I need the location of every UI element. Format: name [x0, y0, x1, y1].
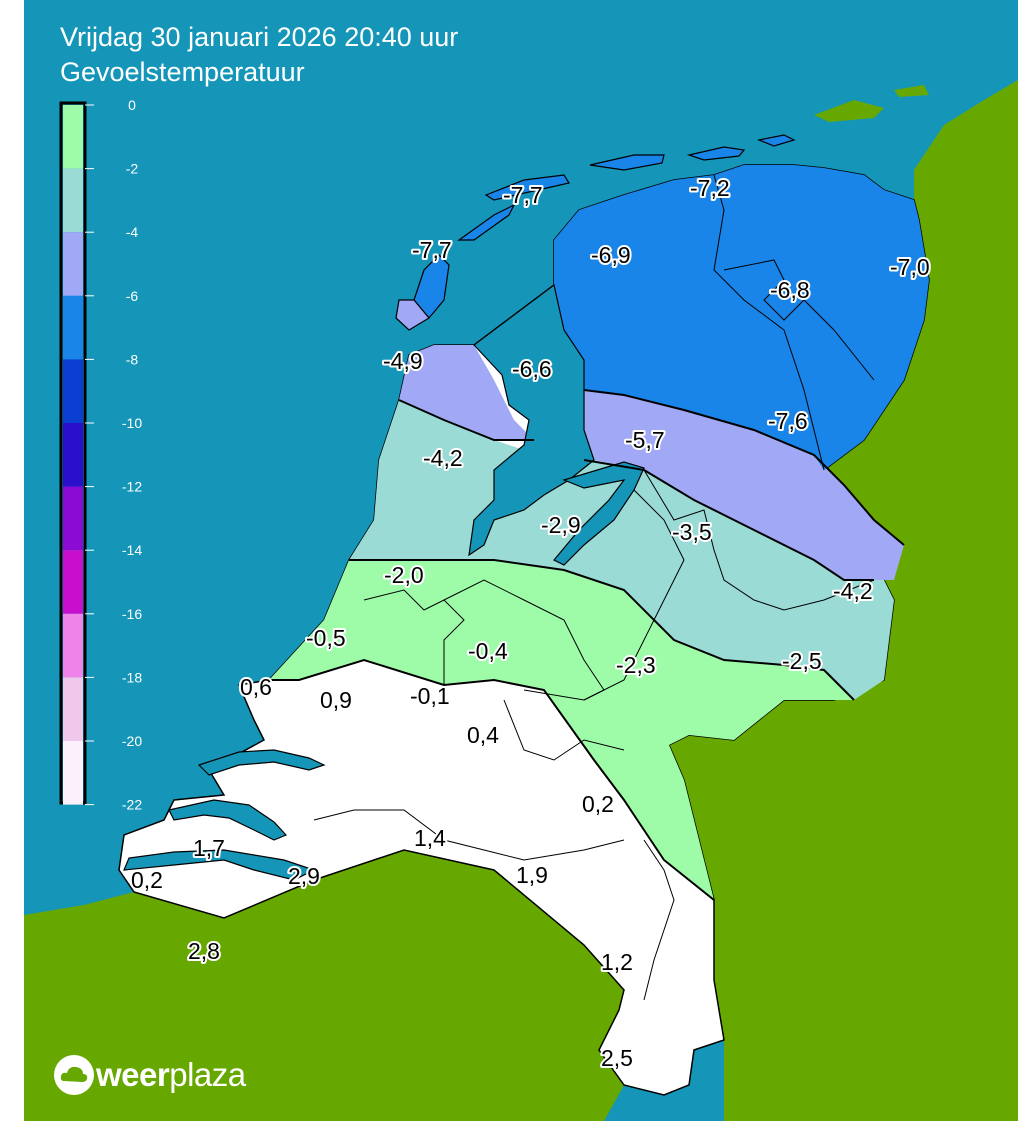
- legend-swatch: [63, 486, 83, 551]
- island-schiermonnikoog: [686, 146, 746, 161]
- ijsselmeer: [468, 283, 595, 557]
- legend-swatch: [63, 741, 83, 805]
- weerplaza-logo[interactable]: weerplaza: [52, 1054, 246, 1096]
- station-value: 2,5: [601, 1045, 633, 1071]
- station-value: -7,7: [503, 182, 543, 208]
- station-value: -6,6: [512, 356, 552, 382]
- legend-tick-label: -10: [122, 415, 142, 431]
- map-parameter: Gevoelstemperatuur: [60, 57, 305, 87]
- legend-tick-label: -12: [122, 479, 142, 495]
- station-value: -0,5: [306, 625, 346, 651]
- legend-tick-label: -14: [122, 542, 142, 558]
- map-datetime: Vrijdag 30 januari 2026 20:40 uur: [60, 22, 459, 52]
- station-value: -4,9: [383, 348, 423, 374]
- zone-minus2-to-minus4: [349, 400, 894, 700]
- zone-0-to-minus2: [269, 560, 854, 900]
- island-terschelling: [484, 174, 570, 201]
- station-values: -7,7 -7,2 -7,7 -6,9 -7,0 -6,8 -4,9 -6,6 -5,7 -7,6…: [129, 173, 932, 1073]
- legend-swatch: [63, 613, 83, 678]
- zone-minus4-to-minus6: [399, 345, 904, 580]
- legend-swatch: [63, 550, 83, 614]
- legend-tick-label: 0: [128, 97, 136, 113]
- legend-tick-label: -2: [126, 161, 139, 177]
- station-value: -4,2: [833, 578, 873, 604]
- legend-swatch: [63, 105, 83, 169]
- island-texel-south: [395, 299, 430, 331]
- station-value: -6,9: [591, 242, 631, 268]
- legend-swatches: [63, 105, 83, 805]
- german-islands: [814, 85, 929, 122]
- logo-text-bold: weer: [96, 1056, 170, 1093]
- island-vlieland: [457, 203, 516, 241]
- zone-minus6-to-minus8: [554, 165, 929, 470]
- legend-swatch: [63, 168, 83, 233]
- station-value: 1,7: [193, 835, 225, 861]
- station-value: -7,0: [890, 254, 930, 280]
- haringvliet: [197, 749, 326, 776]
- weather-map: 0-2-4-6-8-10-12-14-16-18-20-22 -7,7 -7,2-…: [24, 0, 1018, 1121]
- station-value: -0,1: [410, 683, 450, 709]
- station-value: -0,4: [468, 638, 508, 664]
- station-value: -2,9: [541, 512, 581, 538]
- legend-tick-label: -20: [122, 733, 142, 749]
- station-value: 1,9: [516, 862, 548, 888]
- westerschelde: [123, 849, 316, 881]
- map-frame: 0 -2 -4 -6 -8 -10 -12 -14 -16 -18 -20 -22 -7,7 -7,2-…: [24, 0, 1018, 1121]
- station-value: 0,2: [131, 867, 163, 893]
- legend-swatch: [63, 423, 83, 487]
- legend-swatch: [63, 359, 83, 423]
- station-value: 0,9: [320, 687, 352, 713]
- legend-tick-label: -6: [126, 288, 139, 304]
- station-value: -5,7: [625, 427, 665, 453]
- province-borders: [313, 174, 875, 1001]
- station-value: 1,2: [601, 949, 633, 975]
- station-value: -4,2: [423, 445, 463, 471]
- legend: 0 -2 -4 -6 -8 -10 -12 -14 -16 -18 -20 -22: [59, 97, 142, 813]
- station-value: -2,3: [616, 652, 656, 678]
- station-value: 2,9: [288, 863, 320, 889]
- legend-tick-label: -8: [126, 351, 139, 367]
- station-value: -6,8: [770, 277, 810, 303]
- station-value: -7,2: [690, 175, 730, 201]
- station-value: 0,6: [240, 674, 272, 700]
- logo-text: weerplaza: [96, 1056, 246, 1094]
- island-ameland: [589, 154, 665, 171]
- station-value: -3,5: [672, 519, 712, 545]
- station-value: -7,6: [768, 408, 808, 434]
- legend-tick-label: -4: [126, 224, 139, 240]
- legend-swatch: [63, 677, 83, 741]
- station-value: 1,4: [414, 825, 446, 851]
- station-value: 2,8: [188, 938, 220, 964]
- oosterschelde: [168, 799, 288, 841]
- station-value: -7,7: [412, 237, 452, 263]
- legend-tick-label: -16: [122, 606, 142, 622]
- land-foreign: [24, 80, 1018, 1121]
- legend-swatch: [63, 232, 83, 296]
- legend-tick-label: -18: [122, 669, 142, 685]
- legend-swatch: [63, 295, 83, 360]
- station-value: -2,5: [782, 648, 822, 674]
- station-value: 0,2: [582, 791, 614, 817]
- station-value: 0,4: [467, 722, 499, 748]
- station-value: -2,0: [384, 562, 424, 588]
- cloud-icon: [54, 1055, 94, 1095]
- randmeren: [553, 461, 645, 566]
- legend-ticks: 0 -2 -4 -6 -8 -10 -12 -14 -16 -18 -20 -22: [85, 97, 142, 813]
- logo-text-regular: plaza: [169, 1056, 246, 1093]
- legend-tick-label: -22: [122, 797, 142, 813]
- island-rottumeroog: [756, 134, 796, 147]
